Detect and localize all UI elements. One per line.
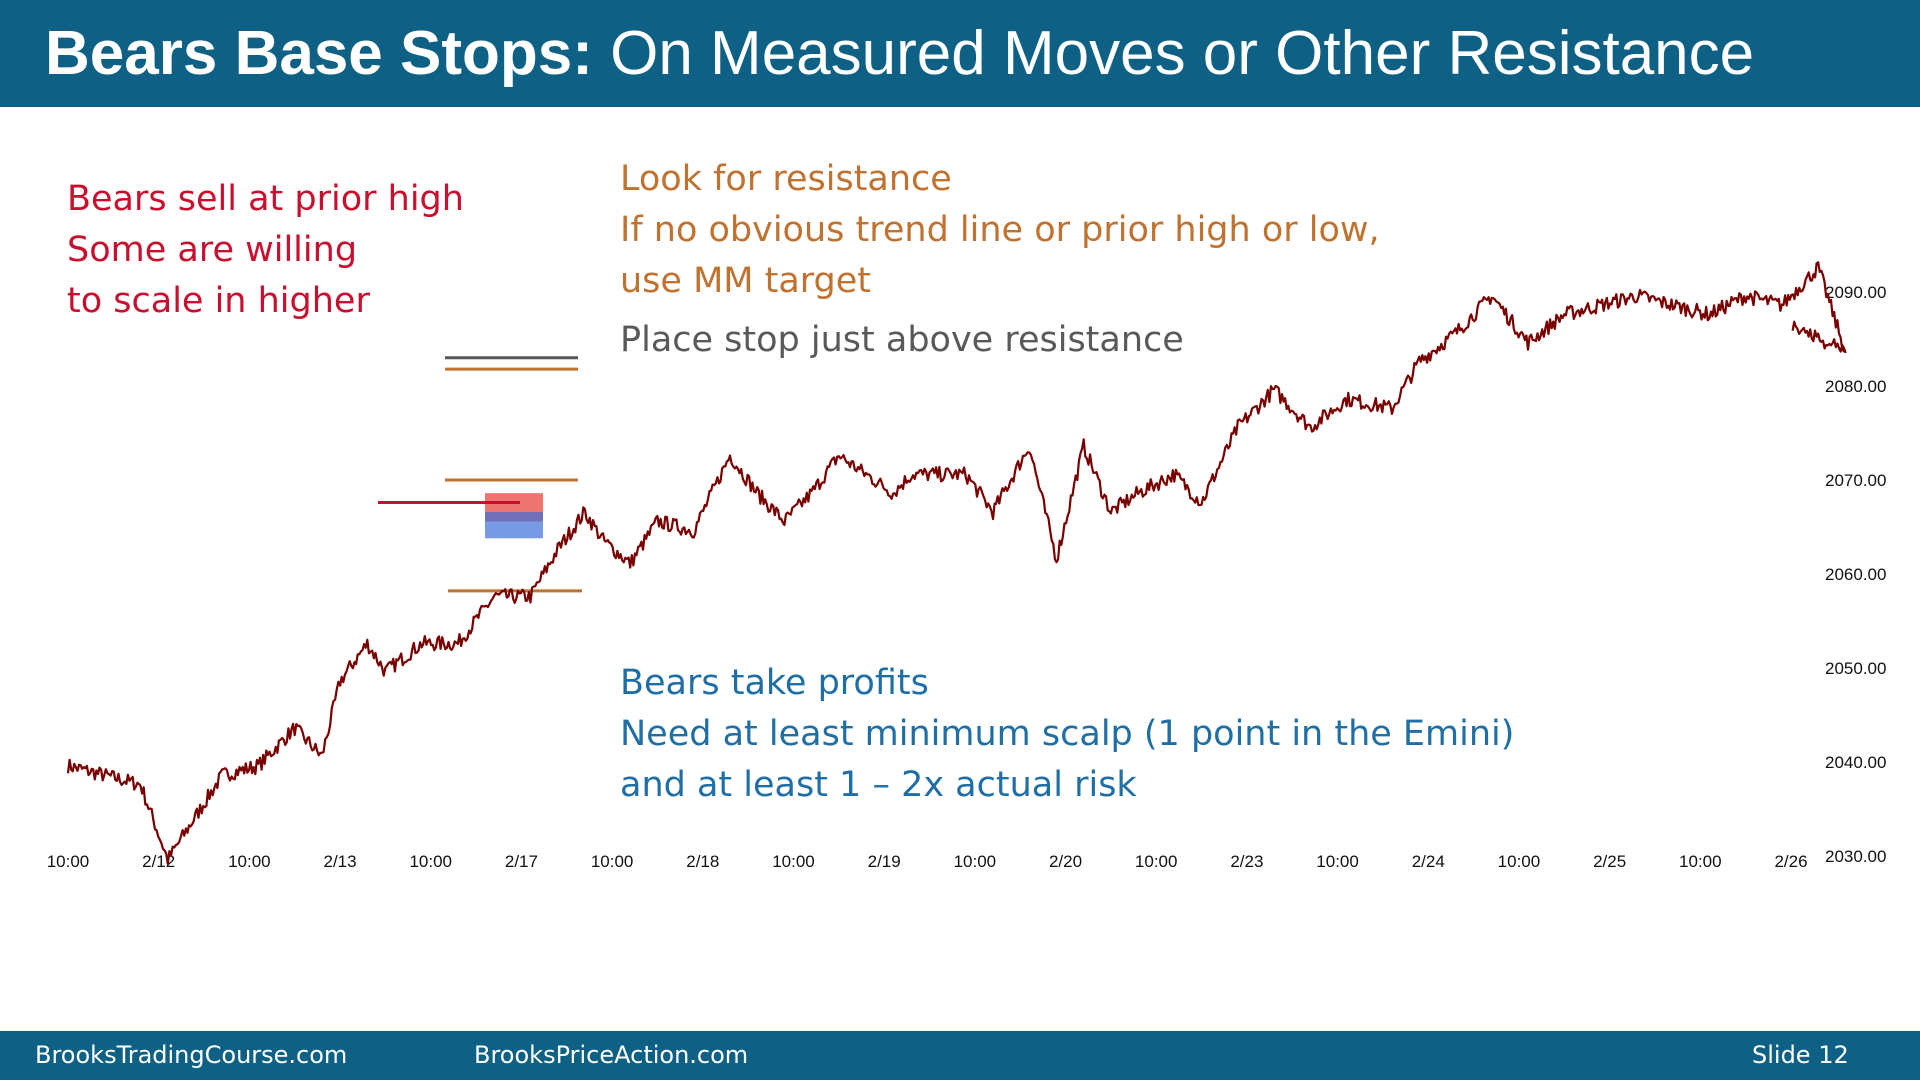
bears-sell-line-2: Some are willing — [67, 230, 358, 270]
title-rest: On Measured Moves or Other Resistance — [592, 19, 1755, 88]
x-tick-label: 10:00 — [1679, 852, 1722, 871]
x-tick-label: 2/18 — [686, 852, 719, 871]
bears-sell-line-3: to scale in higher — [67, 281, 370, 321]
price-chart: 2090.00 2080.00 2070.00 2060.00 2050.00 2040.… — [47, 261, 1886, 871]
y-tick-label: 2040.00 — [1825, 753, 1886, 772]
title-bar: Bears Base Stops: On Measured Moves or O… — [0, 0, 1920, 107]
take-profits-line-3: and at least 1 – 2x actual risk — [620, 765, 1137, 805]
x-tick-label: 10:00 — [228, 852, 271, 871]
x-tick-label: 10:00 — [1135, 852, 1178, 871]
x-tick-label: 2/25 — [1593, 852, 1626, 871]
slide-title: Bears Base Stops: On Measured Moves or O… — [45, 18, 1754, 90]
y-tick-label: 2090.00 — [1825, 283, 1886, 302]
entry-zone-box — [485, 511, 543, 539]
stop-placement-note: Place stop just above resistance — [620, 315, 1184, 366]
take-profits-line-1: Bears take profits — [620, 663, 929, 703]
x-tick-label: 2/19 — [868, 852, 901, 871]
y-tick-label: 2060.00 — [1825, 565, 1886, 584]
x-tick-label: 10:00 — [409, 852, 452, 871]
bears-sell-line-1: Bears sell at prior high — [67, 179, 464, 219]
price-series-line — [66, 261, 1847, 865]
x-tick-label: 2/23 — [1230, 852, 1263, 871]
x-tick-label: 2/17 — [505, 852, 538, 871]
x-tick-label: 10:00 — [772, 852, 815, 871]
resistance-note: Look for resistance If no obvious trend … — [620, 154, 1380, 307]
x-tick-label: 10:00 — [47, 852, 90, 871]
title-bold: Bears Base Stops: — [45, 19, 593, 88]
slide-number: Slide 12 — [1752, 1041, 1849, 1069]
footer-site-left: BrooksTradingCourse.com — [35, 1041, 348, 1069]
x-tick-label: 10:00 — [591, 852, 634, 871]
footer-bar: BrooksTradingCourse.com BrooksPriceActio… — [0, 1031, 1920, 1080]
x-tick-label: 2/26 — [1774, 852, 1807, 871]
bears-sell-note: Bears sell at prior high Some are willin… — [67, 174, 464, 327]
x-tick-label: 10:00 — [1316, 852, 1359, 871]
y-tick-label: 2030.00 — [1825, 847, 1886, 866]
x-tick-label: 2/24 — [1412, 852, 1445, 871]
y-tick-label: 2050.00 — [1825, 659, 1886, 678]
take-profits-note: Bears take profits Need at least minimum… — [620, 658, 1514, 811]
y-tick-label: 2070.00 — [1825, 471, 1886, 490]
take-profits-line-2: Need at least minimum scalp (1 point in … — [620, 714, 1515, 754]
x-tick-label: 10:00 — [1498, 852, 1541, 871]
x-tick-label: 10:00 — [954, 852, 997, 871]
resistance-line-3: use MM target — [620, 261, 872, 301]
x-tick-label: 2/13 — [324, 852, 357, 871]
resistance-line-2: If no obvious trend line or prior high o… — [620, 210, 1380, 250]
stop-placement-line: Place stop just above resistance — [620, 320, 1184, 360]
x-tick-label: 2/20 — [1049, 852, 1082, 871]
y-tick-label: 2080.00 — [1825, 377, 1886, 396]
footer-site-center: BrooksPriceAction.com — [474, 1041, 749, 1069]
resistance-line-1: Look for resistance — [620, 159, 952, 199]
